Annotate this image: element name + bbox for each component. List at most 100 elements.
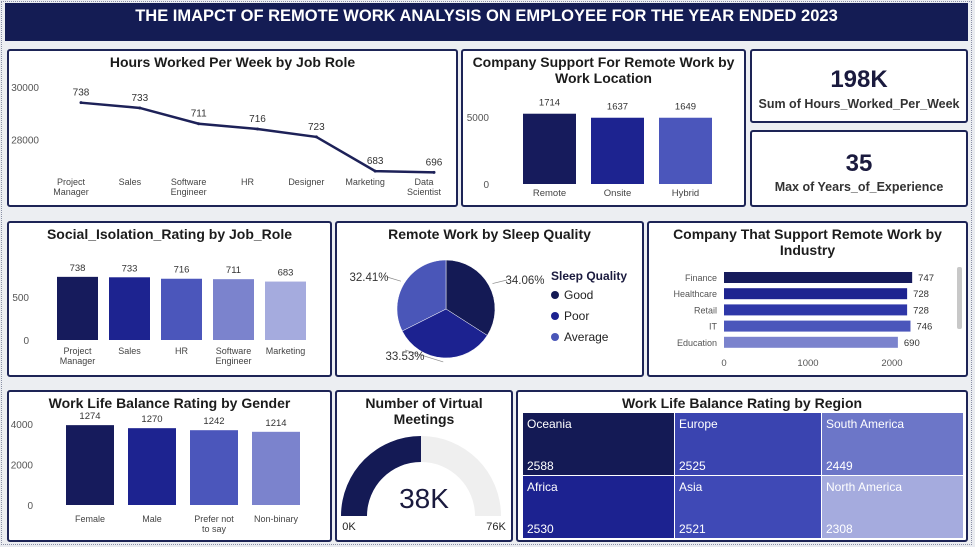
gauge-value-arc <box>341 436 421 516</box>
data-label: 690 <box>904 338 920 349</box>
bar <box>213 279 254 340</box>
industry-panel[interactable]: Company That Support Remote Work by Indu… <box>647 221 968 377</box>
x-tick-label: HR <box>241 177 254 187</box>
meetings-gauge-panel[interactable]: Number of Virtual Meetings 38K 0K 76K <box>335 390 513 542</box>
x-tick-label: Non-binary <box>254 514 299 524</box>
leader-line <box>492 279 508 284</box>
data-label: 1214 <box>265 418 286 429</box>
y-tick-label: 0 <box>483 180 489 191</box>
treemap-cell-label: South America <box>826 417 905 431</box>
data-point <box>79 101 83 105</box>
data-label: 738 <box>70 263 86 274</box>
card-label: Sum of Hours_Worked_Per_Week <box>758 97 960 111</box>
x-tick-label: Marketing <box>345 177 385 187</box>
wlb-gender-panel[interactable]: Work Life Balance Rating by Gender 4000 2… <box>7 390 332 542</box>
treemap-cell-label: North America <box>826 480 903 494</box>
treemap-cell-label: Europe <box>679 417 718 431</box>
gauge-value: 38K <box>399 483 449 514</box>
bar <box>128 428 176 505</box>
data-label: 728 <box>913 289 929 300</box>
data-label: 1637 <box>607 102 628 113</box>
x-tick-label: Project Manager <box>60 346 96 366</box>
wlb-gender-chart: 4000 2000 0 1274 Female 1270 Male 1242 Prefer no… <box>11 411 300 534</box>
data-point <box>314 135 318 139</box>
x-tick-label: Project Manager <box>53 177 89 197</box>
experience-card[interactable]: 35 Max of Years_of_Experience <box>750 130 968 207</box>
legend-item-poor[interactable]: Poor <box>551 309 589 323</box>
data-point <box>256 127 259 131</box>
isolation-chart: 500 0 738 Project Manager 733 Sales 716 HR 711 Sof… <box>12 263 306 366</box>
treemap-cell[interactable]: Oceania 2588 <box>523 413 674 475</box>
bar <box>523 113 576 184</box>
support-location-panel[interactable]: Company Support For Remote Work by Work … <box>461 49 746 207</box>
y-tick-label: 0 <box>27 501 33 512</box>
industry-chart: Finance 747 Healthcare 728 Retail 728 IT 746 Edu… <box>673 272 934 369</box>
data-label: 1714 <box>539 98 560 109</box>
data-label: 711 <box>226 265 241 276</box>
chart-title: Company That Support Remote Work by Indu… <box>673 226 942 258</box>
chart-title: Company Support For Remote Work by Work … <box>472 54 735 86</box>
data-label: 1242 <box>203 416 224 427</box>
gauge-min-label: 0K <box>342 521 356 533</box>
card-value: 198K <box>830 66 888 93</box>
data-label: 716 <box>174 265 190 276</box>
data-label: 738 <box>73 88 90 99</box>
x-tick-label: Marketing <box>266 346 306 356</box>
treemap-cell-label: Asia <box>679 480 703 494</box>
bar <box>724 272 913 283</box>
y-tick-label: 0 <box>23 336 29 347</box>
treemap-cell-value: 2521 <box>679 522 706 536</box>
treemap-cell-label: Africa <box>527 480 558 494</box>
legend-title: Sleep Quality <box>551 269 628 283</box>
treemap-cell[interactable]: Asia 2521 <box>675 476 821 538</box>
bar <box>724 336 898 348</box>
data-label: 1270 <box>141 414 162 425</box>
data-label: 733 <box>131 93 148 104</box>
bar <box>252 431 300 505</box>
treemap-cell[interactable]: Europe 2525 <box>675 413 821 475</box>
treemap-cell[interactable]: Africa 2530 <box>523 476 674 538</box>
legend-item-good[interactable]: Good <box>551 288 593 302</box>
chart-title: Work Life Balance Rating by Region <box>621 395 863 411</box>
x-tick-label: Prefer not to say <box>194 514 234 534</box>
sleep-pie-chart: 34.06% 33.53% 32.41% <box>349 259 545 363</box>
data-label: 33.53% <box>385 351 424 363</box>
hours-card[interactable]: 198K Sum of Hours_Worked_Per_Week <box>750 49 968 123</box>
wlb-region-panel[interactable]: Work Life Balance Rating by Region Ocean… <box>516 390 968 542</box>
vertical-scrollbar[interactable] <box>957 267 962 329</box>
y-tick-label: Education <box>677 338 717 348</box>
data-label: 716 <box>249 114 266 125</box>
treemap-cell[interactable]: South America 2449 <box>822 413 963 475</box>
x-tick-label: 1000 <box>797 358 818 369</box>
y-tick-label: Healthcare <box>673 289 717 299</box>
treemap-cell[interactable]: North America 2308 <box>822 476 963 538</box>
x-tick-label: Sales <box>119 177 142 187</box>
isolation-panel[interactable]: Social_Isolation_Rating by Job_Role 500 0… <box>7 221 332 377</box>
data-point <box>138 106 142 110</box>
treemap-cell-value: 2449 <box>826 459 853 473</box>
data-label: 746 <box>916 322 932 333</box>
data-label: 728 <box>913 305 929 316</box>
sleep-pie-panel[interactable]: Remote Work by Sleep Quality 34.06% 33.53… <box>335 221 644 377</box>
data-label: 696 <box>426 157 443 168</box>
chart-title: Hours Worked Per Week by Job Role <box>109 54 356 70</box>
data-label: 34.06% <box>505 275 544 287</box>
y-tick-label: 500 <box>12 293 29 304</box>
data-label: 1274 <box>79 411 100 422</box>
gauge-max-label: 76K <box>486 521 506 533</box>
data-point <box>197 122 201 126</box>
x-tick-label: Software Engineer <box>171 177 207 197</box>
x-tick-label: Female <box>75 514 105 524</box>
chart-title: Remote Work by Sleep Quality <box>388 226 591 242</box>
x-tick-label: Hybrid <box>672 188 699 199</box>
x-tick-label: Data Scientist <box>407 177 442 197</box>
y-tick-label: 2000 <box>11 461 34 472</box>
data-label: 723 <box>308 122 325 133</box>
legend-item-average[interactable]: Average <box>551 330 608 344</box>
hours-line-panel[interactable]: Hours Worked Per Week by Job Role 30000 2… <box>7 49 458 207</box>
y-tick-label: Finance <box>685 273 717 283</box>
treemap-cell-label: Oceania <box>527 417 572 431</box>
card-label: Max of Years_of_Experience <box>774 180 944 194</box>
pie-slice <box>396 259 447 332</box>
y-tick-label: IT <box>709 322 718 332</box>
